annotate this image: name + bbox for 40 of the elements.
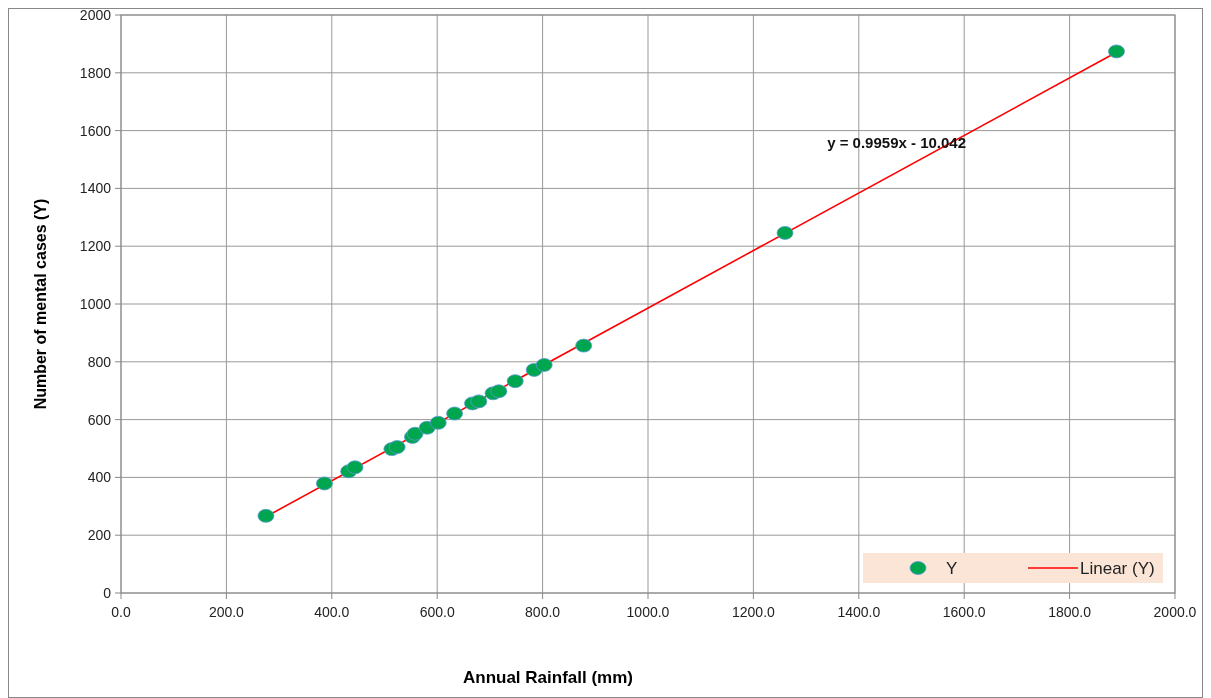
x-tick-label: 1200.0 [731, 604, 776, 620]
y-tick-label: 1800 [79, 64, 112, 81]
legend-label: Linear (Y) [1080, 559, 1155, 578]
point [776, 226, 794, 240]
point [535, 358, 553, 372]
point [257, 508, 275, 523]
y-tick-label: 1200 [79, 238, 112, 255]
y-tick-label: 600 [87, 411, 112, 428]
y-tick-label: 800 [87, 353, 112, 370]
x-tick-label: 200.0 [208, 604, 245, 620]
y-tick-label: 2000 [79, 7, 112, 23]
y-axis-title: Number of mental cases (Y) [32, 198, 49, 410]
x-axis-title: Annual Rainfall (mm) [462, 668, 634, 687]
y-tick-label: 400 [87, 469, 112, 486]
x-tick-label: 1800.0 [1048, 604, 1092, 620]
y-tick-label: 200 [87, 527, 112, 544]
point [470, 394, 488, 409]
point [1108, 44, 1125, 59]
x-tick-label: 1000.0 [626, 604, 670, 620]
y-tick-label: 1000 [79, 296, 112, 312]
x-tick-label: 800.0 [525, 604, 561, 620]
point [506, 374, 524, 389]
point [406, 426, 424, 441]
legend-label: Y [946, 559, 958, 578]
point [575, 338, 593, 353]
point [490, 384, 508, 399]
x-tick-label: 1400.0 [837, 604, 881, 620]
point [446, 406, 463, 421]
y-tick-label: 1600 [79, 122, 112, 139]
y-tick-label: 1400 [79, 180, 112, 197]
point [388, 440, 406, 454]
x-tick-label: 400.0 [314, 604, 350, 620]
x-tick-label: 600.0 [419, 604, 455, 620]
x-tick-label: 2000.0 [1153, 604, 1197, 620]
point [429, 415, 447, 430]
point [346, 460, 364, 475]
x-tick-label: 1600.0 [942, 604, 986, 620]
point [316, 476, 333, 491]
x-tick-label: 0.0 [111, 604, 131, 620]
y-tick-label: 0 [103, 585, 112, 601]
